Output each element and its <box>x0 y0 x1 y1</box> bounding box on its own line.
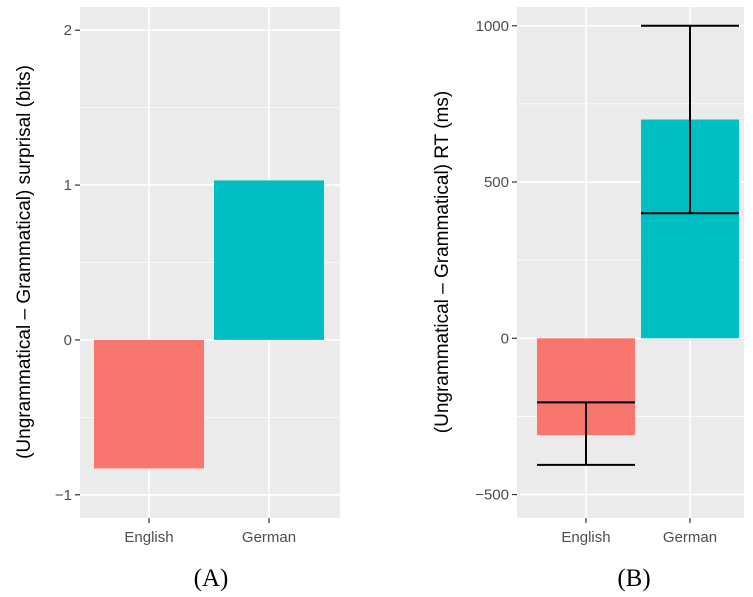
panel-b-y-ticks: −500 0 500 1000 <box>475 18 517 504</box>
panel-b-x-tick-label: English <box>561 529 610 546</box>
panel-a-x-tick-label: English <box>124 529 173 546</box>
panel-b-x-ticks: English German <box>561 518 717 546</box>
panel-a-x-tick-label: German <box>242 529 296 546</box>
panel-b-caption: (B) <box>617 565 650 592</box>
panel-b: −500 0 500 1000 English German (Ungrammatica… <box>432 7 744 592</box>
panel-b-x-tick-label: German <box>663 529 717 546</box>
panel-a-bar-english <box>94 339 204 469</box>
panel-a-y-tick-label: 0 <box>64 332 72 349</box>
panel-a-grid <box>80 7 340 518</box>
panel-b-y-tick-label: 500 <box>484 174 509 191</box>
panel-a-caption: (A) <box>194 565 229 592</box>
panel-a-y-tick-label: 1 <box>64 177 72 194</box>
panel-b-error-bars <box>537 24 739 466</box>
panel-a-y-axis-label: (Ungrammatical – Grammatical) surprisal … <box>14 65 35 459</box>
panel-b-y-tick-label: 0 <box>501 330 509 347</box>
panel-b-y-tick-label: −500 <box>475 487 509 504</box>
panel-b-y-tick-label: 1000 <box>476 18 509 35</box>
panel-a-bars <box>94 180 324 469</box>
panel-a-y-tick-label: −1 <box>55 487 72 504</box>
panel-a-y-ticks: −1 0 1 2 <box>55 22 80 504</box>
panel-a-bar-german <box>214 180 324 340</box>
panel-a-x-ticks: English German <box>124 518 296 546</box>
panel-b-y-axis-label: (Ungrammatical – Grammatical) RT (ms) <box>432 91 453 433</box>
panel-a: −1 0 1 2 English German (Ungrammatical – Gra… <box>14 7 340 592</box>
panel-a-y-tick-label: 2 <box>64 22 72 39</box>
